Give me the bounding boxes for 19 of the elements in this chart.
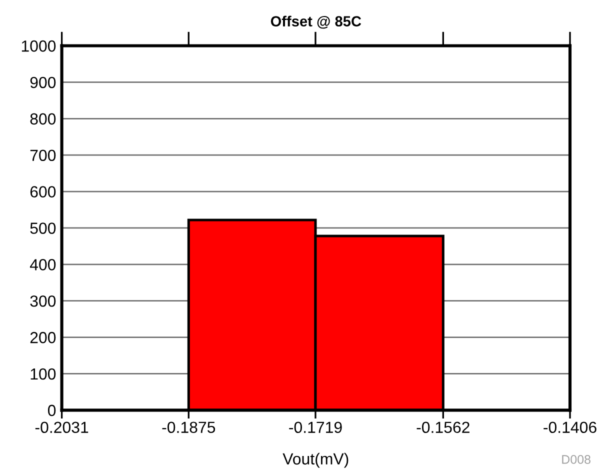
- y-tick-label: 600: [30, 186, 56, 198]
- x-tick-label: -0.1562: [416, 422, 470, 434]
- y-tick-label: 0: [48, 404, 56, 416]
- y-tick-label: 400: [30, 259, 56, 270]
- y-tick-label: 100: [30, 368, 56, 380]
- y-tick-label: 900: [30, 76, 56, 88]
- y-tick-label: 300: [30, 295, 56, 307]
- x-tick-label: -0.1406: [544, 422, 596, 434]
- x-tick-label: -0.1875: [162, 422, 216, 434]
- chart-title: Offset @ 85C: [270, 16, 362, 29]
- y-tick-label: 200: [30, 332, 56, 344]
- text: D008: [562, 455, 590, 464]
- y-tick-label: 1000: [22, 40, 56, 52]
- y-tick-label: 700: [30, 150, 56, 162]
- x-tick-label: -0.1719: [289, 422, 342, 434]
- x-axis-title: Vout(mV): [282, 452, 348, 468]
- y-tick-label: 500: [30, 222, 56, 234]
- y-tick-label: 800: [30, 113, 56, 125]
- x-tick-label: -0.2031: [35, 422, 88, 434]
